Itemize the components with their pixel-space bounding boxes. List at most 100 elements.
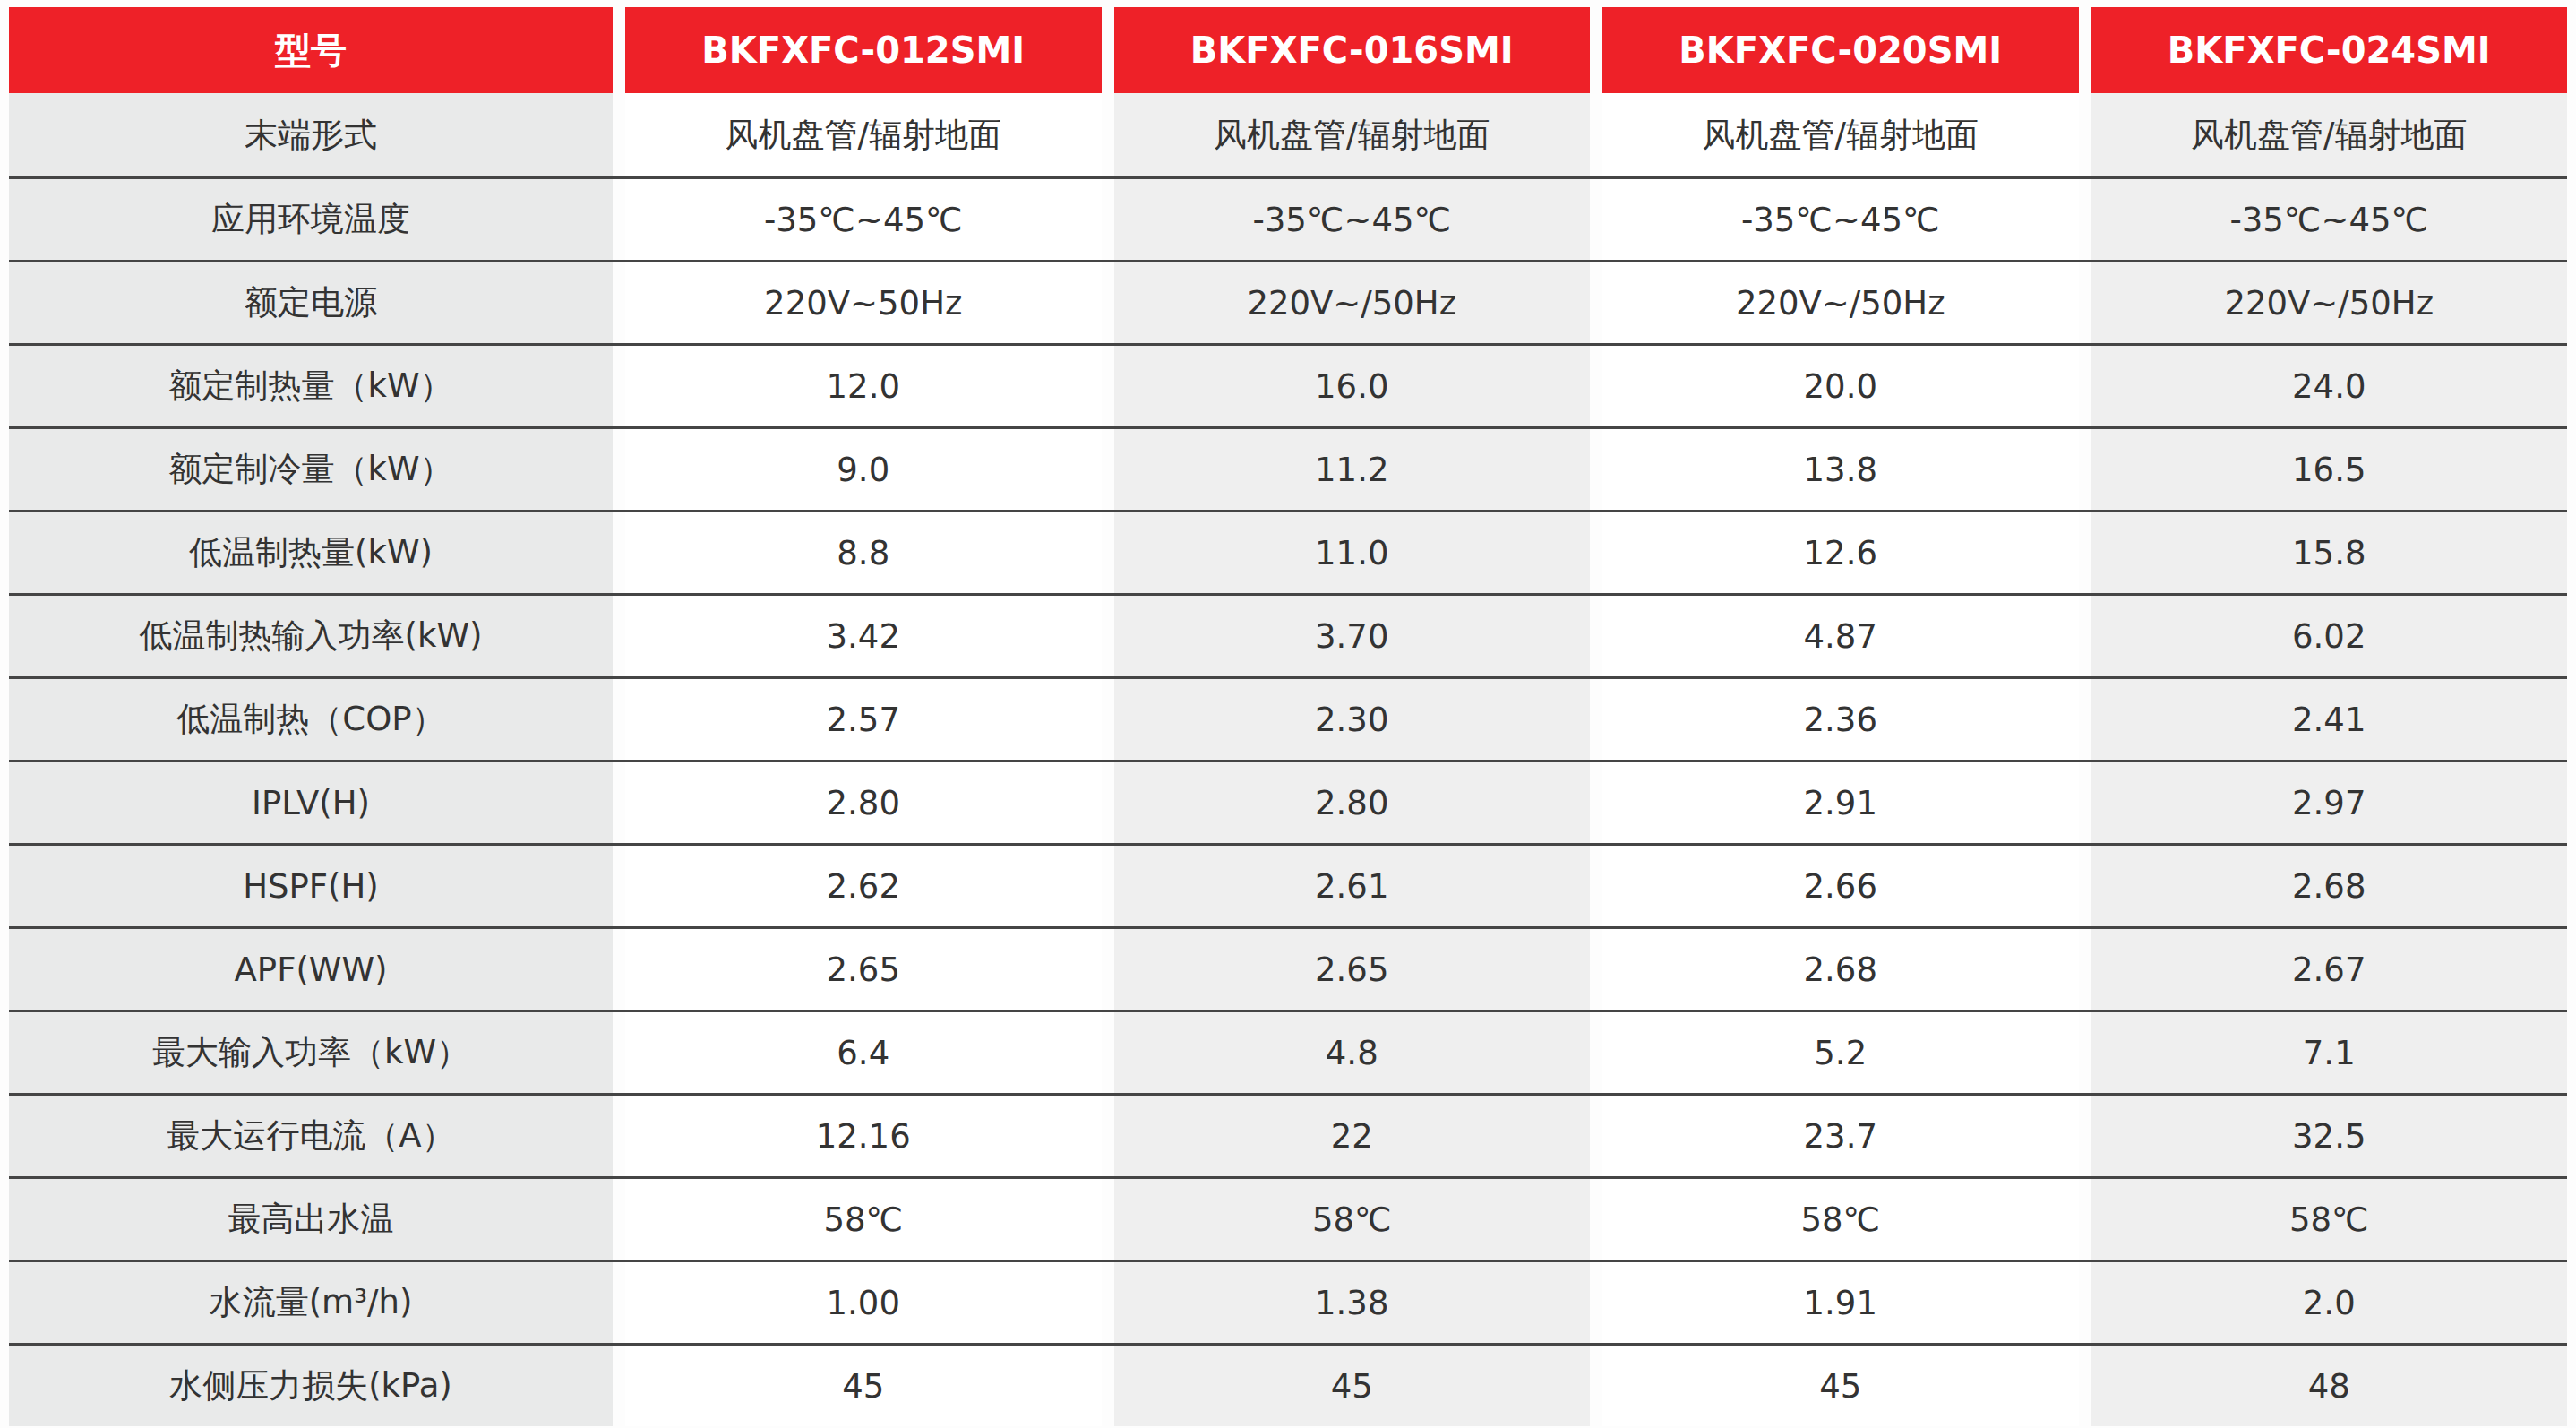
cell-value: 3.70 bbox=[1114, 596, 1591, 676]
cell-value: 11.0 bbox=[1114, 512, 1591, 593]
cell-value: 16.5 bbox=[2091, 429, 2568, 510]
cell-value: 9.0 bbox=[625, 429, 1102, 510]
cell-value: 风机盘管/辐射地面 bbox=[625, 93, 1102, 176]
table-row: 水侧压力损失(kPa) 45 45 45 48 bbox=[9, 1343, 2567, 1426]
cell-value: 12.6 bbox=[1602, 512, 2079, 593]
cell-value: 2.97 bbox=[2091, 762, 2568, 843]
row-label: 低温制热（COP） bbox=[9, 679, 613, 760]
row-label: APF(WW) bbox=[9, 929, 613, 1010]
spec-sheet-page: 型号 BKFXFC-012SMI BKFXFC-016SMI BKFXFC-02… bbox=[0, 0, 2576, 1428]
cell-value: 风机盘管/辐射地面 bbox=[2091, 93, 2568, 176]
cell-value: 220V~/50Hz bbox=[2091, 262, 2568, 343]
row-label: 最大运行电流（A） bbox=[9, 1096, 613, 1176]
table-row: APF(WW) 2.65 2.65 2.68 2.67 bbox=[9, 926, 2567, 1010]
cell-value: 2.68 bbox=[1602, 929, 2079, 1010]
row-label: IPLV(H) bbox=[9, 762, 613, 843]
cell-value: 2.36 bbox=[1602, 679, 2079, 760]
cell-value: 2.30 bbox=[1114, 679, 1591, 760]
table-row: 低温制热输入功率(kW) 3.42 3.70 4.87 6.02 bbox=[9, 593, 2567, 676]
cell-value: -35℃~45℃ bbox=[1114, 179, 1591, 260]
cell-value: 风机盘管/辐射地面 bbox=[1602, 93, 2079, 176]
cell-value: 220V~/50Hz bbox=[1114, 262, 1591, 343]
cell-value: 5.2 bbox=[1602, 1012, 2079, 1093]
cell-value: 风机盘管/辐射地面 bbox=[1114, 93, 1591, 176]
row-label: 低温制热输入功率(kW) bbox=[9, 596, 613, 676]
cell-value: 23.7 bbox=[1602, 1096, 2079, 1176]
cell-value: -35℃~45℃ bbox=[2091, 179, 2568, 260]
cell-value: 2.61 bbox=[1114, 846, 1591, 926]
cell-value: 6.02 bbox=[2091, 596, 2568, 676]
cell-value: 13.8 bbox=[1602, 429, 2079, 510]
cell-value: 7.1 bbox=[2091, 1012, 2568, 1093]
table-row: 末端形式 风机盘管/辐射地面 风机盘管/辐射地面 风机盘管/辐射地面 风机盘管/… bbox=[9, 93, 2567, 176]
cell-value: 32.5 bbox=[2091, 1096, 2568, 1176]
table-row: 最大运行电流（A） 12.16 22 23.7 32.5 bbox=[9, 1093, 2567, 1176]
cell-value: 2.62 bbox=[625, 846, 1102, 926]
cell-value: 16.0 bbox=[1114, 346, 1591, 426]
cell-value: 220V~50Hz bbox=[625, 262, 1102, 343]
row-label: 应用环境温度 bbox=[9, 179, 613, 260]
cell-value: 2.68 bbox=[2091, 846, 2568, 926]
cell-value: -35℃~45℃ bbox=[1602, 179, 2079, 260]
cell-value: 15.8 bbox=[2091, 512, 2568, 593]
header-model-bkfxfc-016smi: BKFXFC-016SMI bbox=[1114, 7, 1591, 93]
table-row: 最大输入功率（kW） 6.4 4.8 5.2 7.1 bbox=[9, 1010, 2567, 1093]
cell-value: 45 bbox=[1114, 1346, 1591, 1426]
cell-value: 22 bbox=[1114, 1096, 1591, 1176]
cell-value: 1.00 bbox=[625, 1262, 1102, 1343]
row-label: 水侧压力损失(kPa) bbox=[9, 1346, 613, 1426]
row-label: HSPF(H) bbox=[9, 846, 613, 926]
table-row: 最高出水温 58℃ 58℃ 58℃ 58℃ bbox=[9, 1176, 2567, 1260]
cell-value: 220V~/50Hz bbox=[1602, 262, 2079, 343]
table-row: 额定制冷量（kW） 9.0 11.2 13.8 16.5 bbox=[9, 426, 2567, 510]
cell-value: 58℃ bbox=[1602, 1179, 2079, 1260]
cell-value: 2.80 bbox=[1114, 762, 1591, 843]
cell-value: 2.0 bbox=[2091, 1262, 2568, 1343]
row-label: 额定制热量（kW） bbox=[9, 346, 613, 426]
cell-value: 1.91 bbox=[1602, 1262, 2079, 1343]
header-model-bkfxfc-024smi: BKFXFC-024SMI bbox=[2091, 7, 2568, 93]
table-row: 水流量(m³/h) 1.00 1.38 1.91 2.0 bbox=[9, 1260, 2567, 1343]
cell-value: 2.80 bbox=[625, 762, 1102, 843]
cell-value: 2.67 bbox=[2091, 929, 2568, 1010]
cell-value: 12.0 bbox=[625, 346, 1102, 426]
cell-value: 48 bbox=[2091, 1346, 2568, 1426]
cell-value: 2.41 bbox=[2091, 679, 2568, 760]
row-label: 水流量(m³/h) bbox=[9, 1262, 613, 1343]
cell-value: 12.16 bbox=[625, 1096, 1102, 1176]
row-label: 最高出水温 bbox=[9, 1179, 613, 1260]
header-model-bkfxfc-012smi: BKFXFC-012SMI bbox=[625, 7, 1102, 93]
cell-value: 45 bbox=[1602, 1346, 2079, 1426]
row-label: 额定制冷量（kW） bbox=[9, 429, 613, 510]
table-row: 额定制热量（kW） 12.0 16.0 20.0 24.0 bbox=[9, 343, 2567, 426]
cell-value: 58℃ bbox=[2091, 1179, 2568, 1260]
row-label: 最大输入功率（kW） bbox=[9, 1012, 613, 1093]
cell-value: 58℃ bbox=[625, 1179, 1102, 1260]
cell-value: 11.2 bbox=[1114, 429, 1591, 510]
cell-value: 20.0 bbox=[1602, 346, 2079, 426]
cell-value: 8.8 bbox=[625, 512, 1102, 593]
row-label: 额定电源 bbox=[9, 262, 613, 343]
cell-value: 24.0 bbox=[2091, 346, 2568, 426]
row-label: 末端形式 bbox=[9, 93, 613, 176]
table-row: 应用环境温度 -35℃~45℃ -35℃~45℃ -35℃~45℃ -35℃~4… bbox=[9, 176, 2567, 260]
cell-value: 45 bbox=[625, 1346, 1102, 1426]
table-header-row: 型号 BKFXFC-012SMI BKFXFC-016SMI BKFXFC-02… bbox=[9, 7, 2567, 93]
cell-value: 4.87 bbox=[1602, 596, 2079, 676]
cell-value: 1.38 bbox=[1114, 1262, 1591, 1343]
cell-value: 2.66 bbox=[1602, 846, 2079, 926]
cell-value: 3.42 bbox=[625, 596, 1102, 676]
cell-value: 2.57 bbox=[625, 679, 1102, 760]
table-row: 低温制热（COP） 2.57 2.30 2.36 2.41 bbox=[9, 676, 2567, 760]
table-row: HSPF(H) 2.62 2.61 2.66 2.68 bbox=[9, 843, 2567, 926]
cell-value: -35℃~45℃ bbox=[625, 179, 1102, 260]
table-row: IPLV(H) 2.80 2.80 2.91 2.97 bbox=[9, 760, 2567, 843]
cell-value: 2.91 bbox=[1602, 762, 2079, 843]
table-row: 额定电源 220V~50Hz 220V~/50Hz 220V~/50Hz 220… bbox=[9, 260, 2567, 343]
cell-value: 2.65 bbox=[625, 929, 1102, 1010]
cell-value: 6.4 bbox=[625, 1012, 1102, 1093]
product-spec-table: 型号 BKFXFC-012SMI BKFXFC-016SMI BKFXFC-02… bbox=[9, 7, 2567, 1426]
row-label: 低温制热量(kW) bbox=[9, 512, 613, 593]
header-model-column-label: 型号 bbox=[9, 7, 613, 93]
cell-value: 4.8 bbox=[1114, 1012, 1591, 1093]
